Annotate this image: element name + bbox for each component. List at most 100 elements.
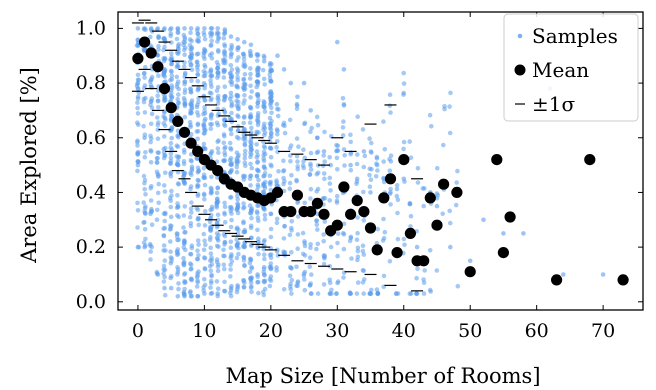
sample-point — [195, 165, 201, 171]
y-tick-label: 0.2 — [76, 236, 106, 258]
legend-box — [503, 13, 639, 122]
sample-point — [228, 239, 234, 245]
sample-point — [143, 150, 148, 155]
sample-point — [156, 47, 161, 52]
sample-point — [214, 205, 220, 210]
sample-point — [169, 76, 175, 82]
sample-point — [335, 167, 340, 172]
sample-point — [255, 53, 260, 58]
sample-point — [209, 51, 215, 56]
sample-point — [362, 153, 368, 159]
sample-point — [142, 206, 148, 211]
sample-point — [208, 42, 214, 48]
sample-point — [315, 122, 321, 128]
sample-point — [262, 256, 267, 262]
sample-point — [294, 153, 300, 159]
sample-point — [287, 180, 293, 186]
sample-point — [234, 98, 239, 104]
sample-point — [309, 272, 314, 277]
sample-point — [148, 133, 153, 139]
sample-point — [148, 249, 153, 254]
sample-point — [361, 149, 367, 154]
sample-point — [182, 79, 187, 84]
sample-point — [195, 280, 200, 285]
sample-point — [242, 93, 247, 98]
sample-point — [221, 140, 227, 146]
sample-point — [455, 283, 461, 289]
sample-point — [202, 26, 207, 31]
sample-point — [242, 39, 247, 45]
sample-point — [242, 156, 248, 161]
sample-point — [234, 156, 240, 162]
mean-point — [424, 192, 436, 204]
sample-point — [208, 245, 213, 251]
sample-point — [155, 174, 161, 179]
sample-point — [354, 237, 360, 242]
sample-point — [202, 182, 208, 188]
sample-point — [236, 251, 241, 257]
mean-point — [212, 165, 224, 177]
mean-point — [158, 83, 171, 95]
sample-point — [248, 161, 253, 167]
sample-point — [135, 143, 140, 148]
sample-point — [168, 226, 173, 231]
x-tick-label: 20 — [259, 320, 283, 342]
sample-point — [295, 164, 301, 169]
sample-point — [341, 221, 347, 227]
sample-point — [188, 261, 193, 266]
sample-point — [241, 56, 247, 62]
sample-point — [221, 247, 226, 253]
sample-point — [241, 136, 246, 141]
sample-point — [175, 237, 180, 243]
sample-point — [228, 127, 234, 133]
sample-point — [395, 236, 401, 242]
mean-point — [192, 145, 204, 157]
sample-point — [208, 126, 214, 131]
mean-point — [491, 154, 503, 166]
sample-point — [202, 108, 207, 114]
sample-point — [387, 259, 393, 264]
sample-point — [320, 163, 326, 169]
sample-point — [401, 81, 407, 86]
sample-point — [202, 266, 208, 271]
mean-point — [139, 36, 151, 48]
sample-point — [308, 245, 313, 250]
sample-point — [274, 265, 279, 270]
sample-point — [248, 104, 253, 110]
sample-point — [255, 227, 260, 233]
sample-point — [314, 218, 319, 223]
sample-point — [176, 182, 182, 187]
sample-point — [248, 140, 253, 145]
sample-point — [168, 255, 174, 260]
sample-point — [435, 165, 440, 171]
sample-point — [148, 198, 154, 203]
sample-point — [447, 130, 453, 136]
sample-point — [135, 26, 141, 31]
sample-point — [154, 169, 160, 175]
sample-point — [189, 277, 195, 283]
sample-point — [215, 26, 220, 31]
sample-point — [156, 200, 161, 206]
sample-point — [148, 186, 153, 191]
sample-point — [147, 241, 153, 247]
sample-point — [248, 173, 253, 179]
sample-point — [369, 167, 374, 172]
sample-point — [162, 225, 168, 231]
sample-point — [315, 149, 321, 154]
sample-point — [254, 79, 260, 84]
sample-point — [181, 255, 186, 261]
sample-point — [148, 34, 153, 40]
sample-point — [269, 110, 274, 116]
sample-point — [215, 196, 220, 201]
sample-point — [155, 150, 161, 155]
sample-point — [189, 164, 195, 169]
y-tick-label: 0.8 — [76, 72, 106, 94]
sample-point — [289, 250, 294, 255]
sample-point — [334, 148, 340, 153]
sample-point — [340, 125, 346, 130]
mean-point — [464, 266, 476, 278]
sample-point — [455, 168, 460, 174]
mean-point — [285, 206, 297, 218]
sample-point — [367, 136, 372, 141]
sample-point — [235, 231, 241, 237]
